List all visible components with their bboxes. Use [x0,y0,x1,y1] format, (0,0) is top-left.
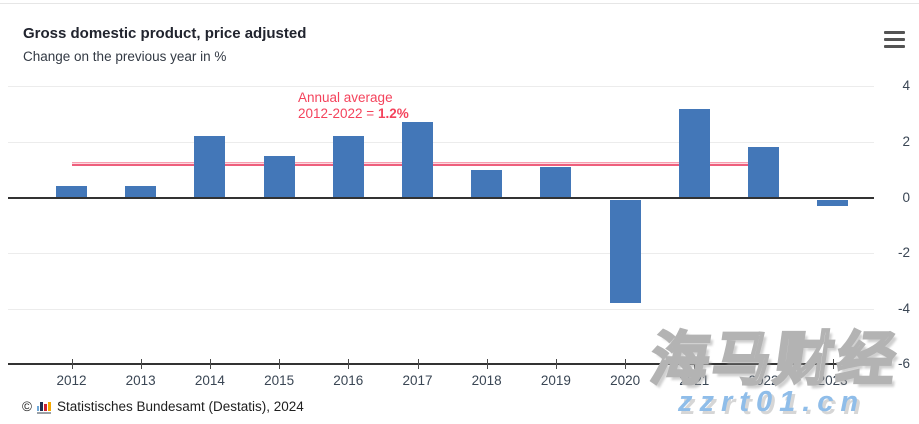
annotation-value: 1.2% [377,106,409,121]
x-label-2022: 2022 [748,373,779,389]
page-subtitle: Change on the previous year in % [23,49,227,64]
source-footer: © Statistisches Bundesamt (Destatis), 20… [22,399,304,414]
x-label-2020: 2020 [610,373,641,389]
bar-2021[interactable] [678,108,710,198]
annotation-line2: 2012-2022 = 1.2% [298,106,409,121]
zero-gridline [8,196,874,199]
y-tick-label: 2 [902,133,910,149]
y-tick-label: -6 [897,356,910,372]
x-label-2016: 2016 [333,373,364,389]
y-tick-label: 0 [902,189,910,205]
bar-2022[interactable] [748,147,779,198]
x-label-2014: 2014 [194,373,225,389]
bar-2018[interactable] [471,169,503,198]
annotation-line1: Annual average [298,90,393,105]
x-tick-2012 [71,359,73,370]
x-tick-2018 [486,359,488,370]
bar-2012[interactable] [56,186,87,198]
gridline--4 [8,308,874,310]
bar-2015[interactable] [263,155,295,198]
watermark-url: zzrt01.cn [678,386,866,418]
page-title: Gross domestic product, price adjusted [23,25,307,42]
bar-2014[interactable] [194,136,226,198]
destatis-logo-icon [36,400,52,414]
average-annotation: Annual average 2012-2022 = 1.2% [298,90,409,122]
x-tick-2017 [417,359,419,370]
hamburger-bar [884,38,905,41]
top-divider [0,3,919,4]
bar-2017[interactable] [402,122,433,198]
x-label-2017: 2017 [402,373,433,389]
bar-2013[interactable] [125,186,157,198]
x-tick-2021 [694,359,696,370]
copyright-symbol: © [22,399,32,414]
x-tick-2013 [140,359,142,370]
x-tick-2020 [625,359,627,370]
bar-2019[interactable] [540,166,572,198]
bar-2020[interactable] [609,199,641,304]
x-label-2015: 2015 [264,373,295,389]
hamburger-bar [884,31,905,34]
watermark-chinese: 海马财经 [645,326,905,394]
x-tick-2016 [348,359,350,370]
x-tick-2022 [763,359,765,370]
x-label-2019: 2019 [540,373,571,389]
gridline-2 [8,141,874,143]
x-tick-2015 [279,359,281,370]
x-axis-line [8,363,874,366]
x-label-2023: 2023 [817,373,848,389]
x-label-2018: 2018 [471,373,502,389]
bar-2016[interactable] [332,136,364,198]
x-tick-2019 [555,359,557,370]
gridline--2 [8,253,874,255]
gridline-4 [8,86,874,88]
x-label-2013: 2013 [125,373,156,389]
hamburger-bar [884,45,905,48]
hamburger-menu-icon[interactable] [884,31,905,48]
x-tick-2023 [832,359,834,370]
bar-2023[interactable] [817,199,849,206]
y-tick-label: -4 [897,300,910,316]
x-tick-2014 [209,359,211,370]
source-text: Statistisches Bundesamt (Destatis), 2024 [56,399,304,414]
x-label-2021: 2021 [679,373,710,389]
y-tick-label: 4 [902,78,910,94]
x-label-2012: 2012 [56,373,87,389]
y-tick-label: -2 [897,245,910,261]
